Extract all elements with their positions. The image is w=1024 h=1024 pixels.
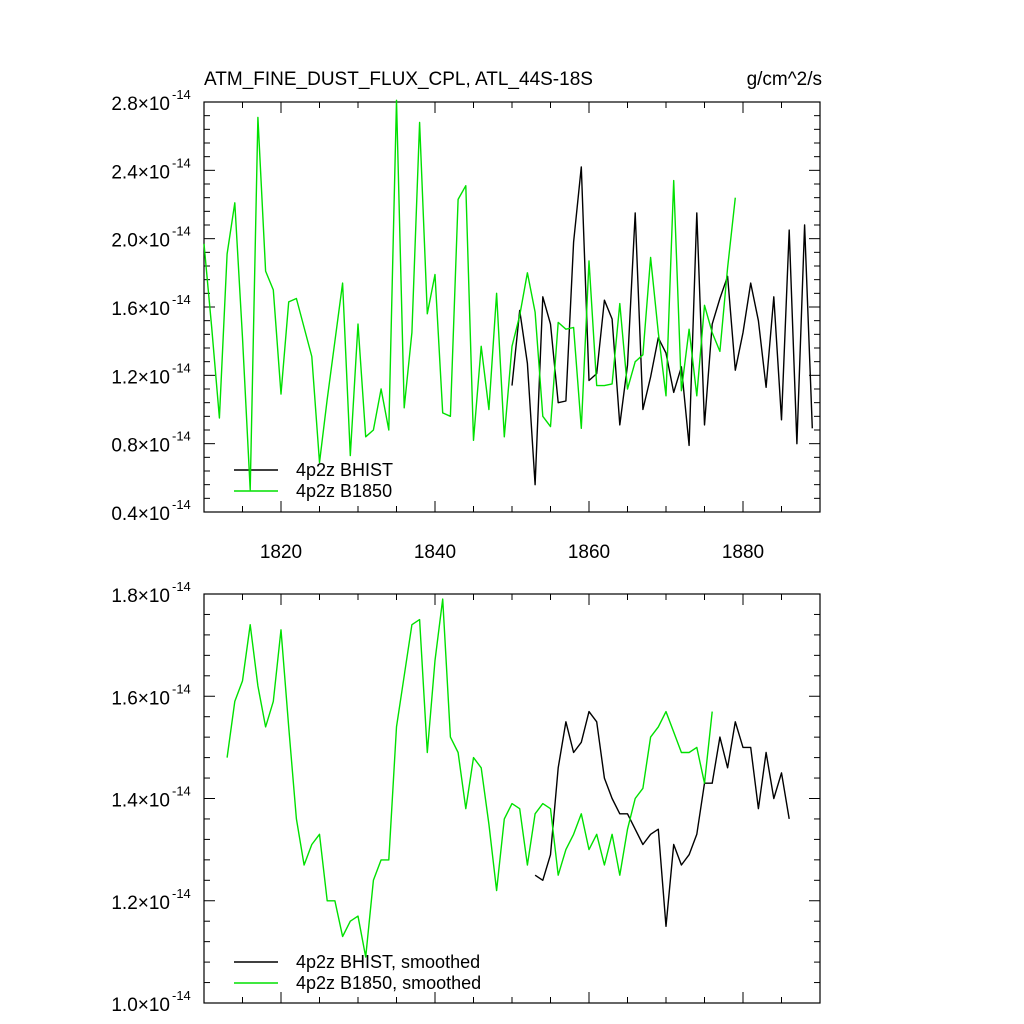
series-line-bhist [534,710,790,927]
y-tick-exponent: -14 [172,87,191,102]
units-label: g/cm^2/s [747,69,822,90]
y-tick-label: 2.4×10 [111,162,170,183]
y-tick-exponent: -14 [172,988,191,1003]
plot-frame [203,593,821,1004]
chart-title: ATM_FINE_DUST_FLUX_CPL, ATL_44S-18S [204,69,593,90]
y-tick-label: 2.8×10 [111,94,170,115]
y-tick-exponent: -14 [172,886,191,901]
y-tick-exponent: -14 [172,497,191,512]
legend-label: 4p2z BHIST, smoothed [296,952,480,972]
bottom-panel: 1.0×10 -141.2×10 -141.4×10 -141.6×10 -141.8×… [111,579,821,1016]
series-line-b1850 [203,99,736,491]
y-tick-label: 1.8×10 [111,586,170,607]
y-tick-label: 1.2×10 [111,893,170,914]
legend-label: 4p2z B1850, smoothed [296,973,481,993]
y-tick-label: 1.6×10 [111,688,170,709]
y-tick-label: 2.0×10 [111,231,170,252]
x-tick-label: 1880 [722,542,764,563]
y-tick-label: 1.0×10 [111,995,170,1016]
x-tick-label: 1820 [260,542,302,563]
y-tick-exponent: -14 [172,360,191,375]
y-tick-exponent: -14 [172,681,191,696]
legend-label: 4p2z B1850 [296,481,392,501]
series-line-b1850 [226,598,713,958]
y-tick-label: 1.6×10 [111,299,170,320]
plot-frame [203,101,821,513]
y-tick-label: 1.2×10 [111,367,170,388]
y-tick-label: 0.8×10 [111,436,170,457]
y-tick-label: 1.4×10 [111,791,170,812]
y-tick-exponent: -14 [172,155,191,170]
y-tick-exponent: -14 [172,224,191,239]
legend-label: 4p2z BHIST [296,460,393,480]
y-tick-label: 0.4×10 [111,504,170,525]
y-tick-exponent: -14 [172,784,191,799]
series-line-bhist [511,166,813,486]
x-tick-label: 1860 [568,542,610,563]
y-tick-exponent: -14 [172,579,191,594]
y-tick-exponent: -14 [172,429,191,444]
y-tick-exponent: -14 [172,292,191,307]
x-tick-label: 1840 [414,542,456,563]
